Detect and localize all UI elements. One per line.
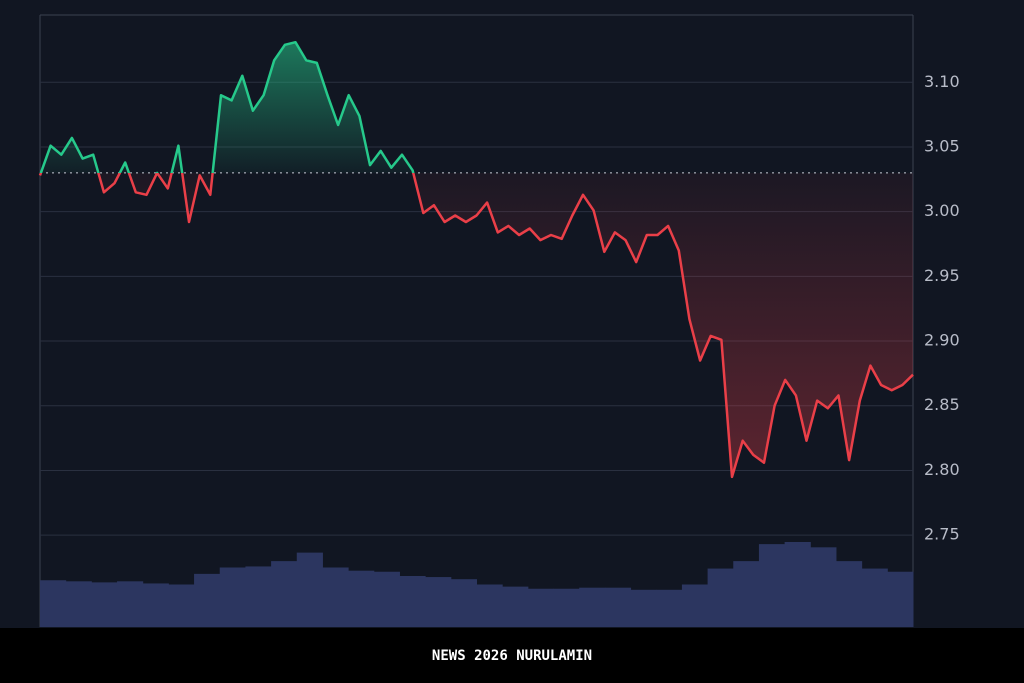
volume-bar [835,561,863,627]
volume-bar [810,547,837,627]
y-tick-label: 2.95 [924,266,960,285]
footer-text: NEWS 2026 NURULAMIN [432,648,592,664]
volume-bar [271,561,298,627]
volume-bar [656,589,683,627]
volume-bar [348,570,375,627]
volume-bar [117,581,144,627]
volume-bar [630,589,657,627]
volume-bar [553,588,580,627]
volume-bar [861,568,888,627]
volume-bar [194,573,221,627]
y-tick-label: 2.80 [924,460,960,479]
volume-bar [322,567,349,627]
volume-bar [681,584,709,627]
y-tick-label: 2.90 [924,331,960,350]
volume-bar [707,568,734,627]
volume-bar [425,577,452,627]
volume-bar [758,544,786,627]
volume-bar [40,580,67,627]
volume-bar [450,579,477,627]
y-tick-label: 2.75 [924,525,960,544]
volume-bar [527,588,555,627]
volume-bar [502,586,529,627]
y-tick-label: 3.05 [924,136,960,155]
volume-bar [142,583,169,627]
volume-bar [887,571,914,627]
volume-bar [604,587,632,627]
baseline-area [40,42,913,477]
volume-bar [784,542,811,627]
y-tick-label: 3.10 [924,72,960,91]
volume-bar [579,587,606,627]
volume-bar [296,552,323,627]
y-tick-label: 3.00 [924,201,960,220]
volume-bar [245,566,272,627]
volume-bar [168,584,195,627]
volume-bar [476,584,503,627]
volume-bar [91,582,118,627]
volume-bar [373,571,400,627]
footer-bar [0,628,1024,683]
volume-bar [65,581,92,627]
price-line [38,40,914,479]
volume-bar [733,561,760,627]
volume-bar [219,567,246,627]
volume-bar [399,576,426,627]
y-tick-label: 2.85 [924,395,960,414]
